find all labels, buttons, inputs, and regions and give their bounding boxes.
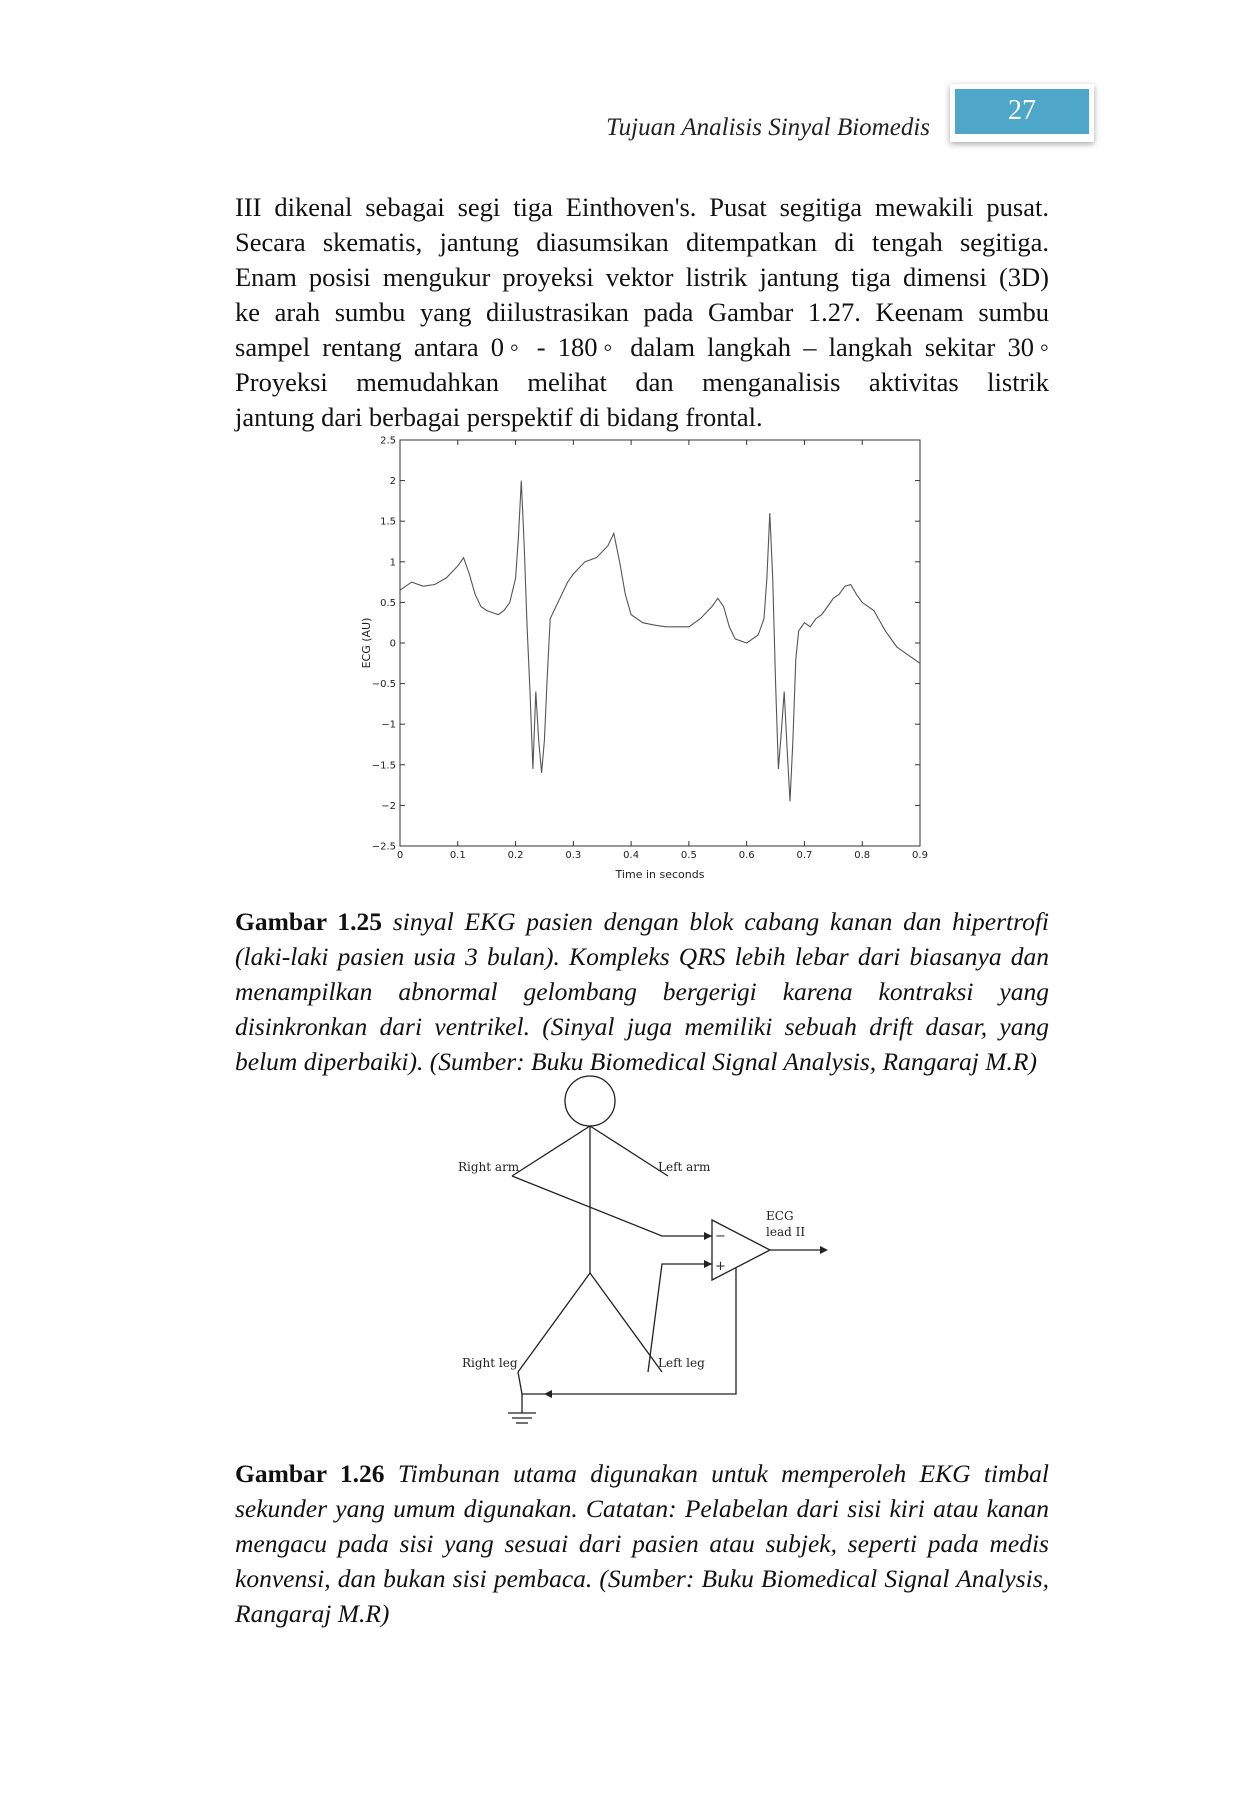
arrowhead-ground [544,1390,552,1398]
arrowhead-plus [704,1260,712,1268]
caption-line: (laki-laki pasien usia 3 bulan). Komplek… [235,942,1049,971]
label-right-arm: Right arm [458,1160,520,1174]
x-tick-label: 0.9 [912,850,928,861]
arrowhead-minus [704,1232,712,1240]
y-tick-label: 2.5 [380,436,396,447]
right-arm-wire [511,1175,712,1237]
label-minus-input: − [715,1229,726,1244]
label-lead-ii: lead II [766,1225,805,1239]
amplifier-triangle [711,1218,772,1282]
stick-figure-left-arm [589,1125,669,1177]
x-tick-label: 0.8 [854,850,870,861]
y-tick-label: 1 [390,557,396,568]
caption-line: Rangaraj M.R) [235,1599,390,1628]
running-header-title: Tujuan Analisis Sinyal Biomedis [606,114,930,141]
y-tick-label: 0 [390,639,396,650]
x-tick-label: 0.7 [796,850,812,861]
y-tick-label: −2.5 [372,842,396,853]
y-tick-label: −1 [381,720,396,731]
caption-line: belum diperbaiki). (Sumber: Buku Biomedi… [235,1047,1037,1076]
y-tick-label: 1.5 [380,517,396,528]
stick-figure-right-leg [517,1272,591,1373]
x-tick-label: 0.2 [508,850,524,861]
figure-125-caption: Gambar 1.25 sinyal EKG pasien dengan blo… [235,904,1049,1079]
caption-line: disinkronkan dari ventrikel. (Sinyal jug… [235,1012,1049,1041]
figure-126-caption: Gambar 1.26 Timbunan utama digunakan unt… [235,1456,1049,1631]
arrowhead-output [820,1246,828,1254]
stick-figure-right-arm [511,1125,591,1177]
label-left-leg: Left leg [658,1356,705,1370]
x-tick-label: 0.4 [623,850,639,861]
x-tick-label: 0 [397,850,403,861]
left-leg-wire [647,1263,712,1373]
paragraph-line: Proyeksi memudahkan melihat dan menganal… [235,367,1049,397]
y-tick-label: −2 [381,801,396,812]
x-tick-label: 0.6 [739,850,755,861]
caption-line: sekunder yang umum digunakan. Catatan: P… [235,1494,1049,1523]
paragraph-line: Enam posisi mengukur proyeksi vektor lis… [235,262,1049,292]
x-axis-label: Time in seconds [615,868,705,881]
stick-figure-head [564,1075,616,1127]
caption-line: mengacu pada sisi yang sesuai dari pasie… [235,1529,1049,1558]
y-axis-label: ECG (AU) [360,618,373,669]
x-tick-label: 0.3 [565,850,581,861]
paragraph-line: III dikenal sebagai segi tiga Einthoven'… [235,192,1049,222]
lead-ii-diagram: Right arm Left arm Right leg Left leg EC… [458,1075,828,1424]
caption-line: Gambar 1.26 Timbunan utama digunakan unt… [235,1456,1049,1491]
ecg-chart: 0 0.1 0.2 0.3 0.4 0.5 0.6 0.7 0.8 0.9 2.5 2 1.5 1 0.5 0… [360,436,928,882]
label-right-leg: Right leg [462,1356,518,1370]
label-ecg: ECG [766,1209,794,1223]
y-tick-label: 2 [390,476,396,487]
caption-line: Gambar 1.25 sinyal EKG pasien dengan blo… [235,904,1049,939]
x-tick-label: 0.5 [681,850,697,861]
caption-text: sinyal EKG pasien dengan blok cabang kan… [382,907,1049,936]
y-tick-label: −0.5 [372,679,396,690]
label-plus-input: + [715,1259,726,1274]
y-tick-label: 0.5 [380,598,396,609]
figure-label: Gambar 1.26 [235,1459,385,1488]
paragraph-line: sampel rentang antara 0◦ - 180◦ dalam la… [235,332,1049,362]
caption-line: konvensi, dan bukan sisi pembaca. (Sumbe… [235,1564,1049,1593]
paragraph-line: Secara skematis, jantung diasumsikan dit… [235,227,1049,257]
caption-text: Timbunan utama digunakan untuk memperole… [384,1459,1049,1488]
caption-line: menampilkan abnormal gelombang bergerigi… [235,977,1049,1006]
stick-figure-left-leg [589,1272,663,1373]
ground-wire [521,1268,737,1413]
ecg-series-line [399,480,921,802]
figure-label: Gambar 1.25 [235,907,383,936]
body-paragraph: III dikenal sebagai segi tiga Einthoven'… [235,190,1049,435]
plot-frame [399,439,921,847]
page-number: 27 [955,89,1089,134]
label-left-arm: Left arm [658,1160,711,1174]
page-number-tab: 27 [950,84,1094,142]
paragraph-line: ke arah sumbu yang diilustrasikan pada G… [235,297,1049,327]
y-tick-label: −1.5 [372,760,396,771]
paragraph-line: jantung dari berbagai perspektif di bida… [235,402,763,432]
x-tick-label: 0.1 [450,850,466,861]
right-leg-ground-link [517,1371,523,1395]
